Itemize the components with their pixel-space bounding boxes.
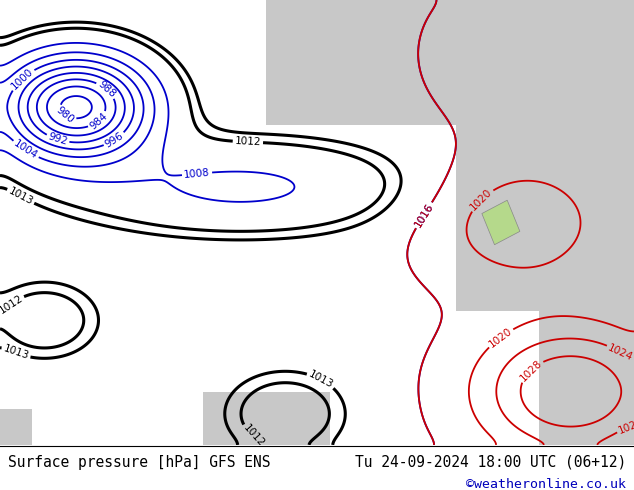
- Text: 1013: 1013: [2, 344, 30, 362]
- Text: 1016: 1016: [413, 201, 435, 229]
- Polygon shape: [266, 0, 634, 124]
- Text: ©weatheronline.co.uk: ©weatheronline.co.uk: [467, 478, 626, 490]
- Text: 1013: 1013: [307, 369, 335, 390]
- Text: 992: 992: [47, 132, 68, 147]
- Text: 1000: 1000: [10, 66, 35, 92]
- Text: 1012: 1012: [0, 293, 25, 316]
- Polygon shape: [456, 124, 634, 312]
- Text: 996: 996: [103, 130, 126, 149]
- Text: 1020: 1020: [487, 326, 514, 349]
- Polygon shape: [0, 409, 32, 445]
- Text: 1012: 1012: [235, 136, 261, 147]
- Polygon shape: [539, 312, 634, 445]
- Text: Tu 24-09-2024 18:00 UTC (06+12): Tu 24-09-2024 18:00 UTC (06+12): [355, 455, 626, 469]
- Text: 988: 988: [96, 79, 117, 100]
- Text: 1020: 1020: [469, 187, 495, 213]
- Text: 980: 980: [55, 105, 76, 125]
- Text: 1024: 1024: [617, 416, 634, 436]
- Text: Surface pressure [hPa] GFS ENS: Surface pressure [hPa] GFS ENS: [8, 455, 270, 469]
- Text: 1016: 1016: [413, 201, 435, 229]
- Text: 1008: 1008: [183, 168, 210, 180]
- Polygon shape: [482, 200, 520, 245]
- Text: 1012: 1012: [241, 423, 266, 449]
- Text: 984: 984: [87, 111, 109, 131]
- Text: 1028: 1028: [518, 357, 543, 383]
- Polygon shape: [203, 392, 330, 445]
- Text: 1004: 1004: [11, 139, 39, 161]
- Text: 1013: 1013: [6, 186, 35, 207]
- Text: 1024: 1024: [607, 343, 634, 363]
